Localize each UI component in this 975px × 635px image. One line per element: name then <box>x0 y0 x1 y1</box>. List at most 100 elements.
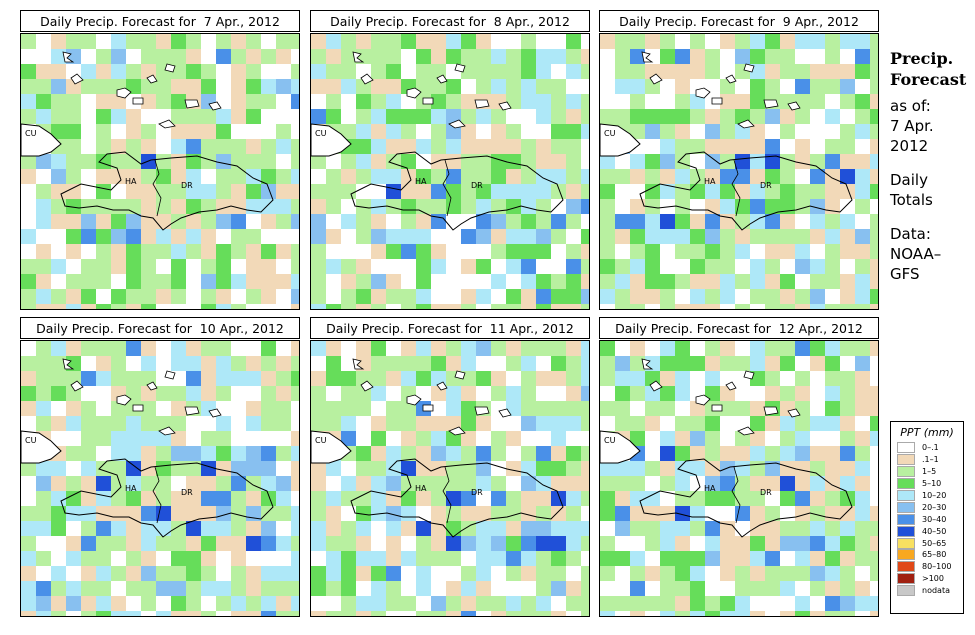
precip-cell <box>446 169 461 184</box>
precip-cell <box>246 446 261 461</box>
precip-cell <box>870 274 878 289</box>
precip-cell <box>326 461 341 476</box>
precip-cell <box>96 199 111 214</box>
precip-cell <box>630 244 645 259</box>
precip-cell <box>291 304 299 309</box>
precip-cell <box>765 491 780 506</box>
precip-cell <box>491 139 506 154</box>
precip-cell <box>126 446 141 461</box>
precip-cell <box>765 229 780 244</box>
precip-cell <box>780 154 795 169</box>
precip-cell <box>630 506 645 521</box>
precip-cell <box>311 169 326 184</box>
precip-cell <box>615 356 630 371</box>
precip-cell <box>171 199 186 214</box>
precip-cell <box>810 199 825 214</box>
precip-cell <box>401 124 416 139</box>
precip-cell <box>446 34 461 49</box>
precip-cell <box>630 521 645 536</box>
precip-cell <box>566 506 581 521</box>
precip-cell <box>416 184 431 199</box>
precip-cell <box>855 214 870 229</box>
precip-cell <box>156 461 171 476</box>
precip-cell <box>311 304 326 309</box>
legend-item: 10–20 <box>891 490 963 502</box>
precip-cell <box>51 94 66 109</box>
precip-cell <box>795 124 810 139</box>
precip-cell <box>840 274 855 289</box>
precip-cell <box>156 596 171 611</box>
precip-cell <box>521 341 536 356</box>
precip-cell <box>431 34 446 49</box>
precip-cell <box>201 304 216 309</box>
precip-cell <box>660 109 675 124</box>
precip-cell <box>326 491 341 506</box>
precip-cell <box>491 274 506 289</box>
precip-cell <box>675 109 690 124</box>
precip-cell <box>126 551 141 566</box>
precip-cell <box>461 94 476 109</box>
precip-cell <box>431 611 446 616</box>
precip-cell <box>840 401 855 416</box>
island-outline <box>360 380 374 392</box>
precip-cell <box>750 229 765 244</box>
precip-cell <box>825 401 840 416</box>
precip-cell <box>615 521 630 536</box>
precip-cell <box>171 506 186 521</box>
precip-cell <box>660 566 675 581</box>
precip-cell <box>870 491 878 506</box>
precip-cell <box>416 416 431 431</box>
precip-cell <box>615 154 630 169</box>
precip-cell <box>855 259 870 274</box>
precip-cell <box>246 214 261 229</box>
precip-cell <box>840 199 855 214</box>
precip-cell <box>506 49 521 64</box>
precip-cell <box>201 551 216 566</box>
precip-cell <box>690 139 705 154</box>
precip-cell <box>401 431 416 446</box>
precip-cell <box>431 169 446 184</box>
precip-cell <box>765 431 780 446</box>
precip-cell <box>630 371 645 386</box>
precip-cell <box>536 139 551 154</box>
precip-cell <box>311 94 326 109</box>
cuba-outline <box>21 123 62 157</box>
precip-cell <box>720 229 735 244</box>
precip-cell <box>171 259 186 274</box>
precip-cell <box>491 79 506 94</box>
precip-cell <box>326 551 341 566</box>
precip-cell <box>855 289 870 304</box>
precip-cell <box>356 34 371 49</box>
precip-cell <box>630 536 645 551</box>
precip-cell <box>566 356 581 371</box>
precip-cell <box>21 611 36 616</box>
precip-cell <box>171 416 186 431</box>
precip-cell <box>386 371 401 386</box>
precip-cell <box>600 476 615 491</box>
precip-cell <box>675 94 690 109</box>
precip-cell <box>171 289 186 304</box>
precip-cell <box>186 536 201 551</box>
precip-cell <box>276 386 291 401</box>
precip-cell <box>126 79 141 94</box>
precip-cell <box>566 304 581 309</box>
map-label-dominican-republic: DR <box>760 181 772 190</box>
precip-cell <box>566 289 581 304</box>
precip-cell <box>431 304 446 309</box>
precip-cell <box>461 274 476 289</box>
precip-cell <box>780 49 795 64</box>
precip-cell <box>521 94 536 109</box>
precip-cell <box>765 154 780 169</box>
precip-cell <box>491 611 506 616</box>
legend-label: 20–30 <box>922 502 947 512</box>
precip-cell <box>705 521 720 536</box>
precip-cell <box>521 401 536 416</box>
precip-cell <box>81 64 96 79</box>
precip-cell <box>126 356 141 371</box>
precip-cell <box>416 356 431 371</box>
precip-cell <box>341 154 356 169</box>
precip-cell <box>506 304 521 309</box>
precip-cell <box>750 491 765 506</box>
precip-cell <box>66 491 81 506</box>
precip-cell <box>216 259 231 274</box>
